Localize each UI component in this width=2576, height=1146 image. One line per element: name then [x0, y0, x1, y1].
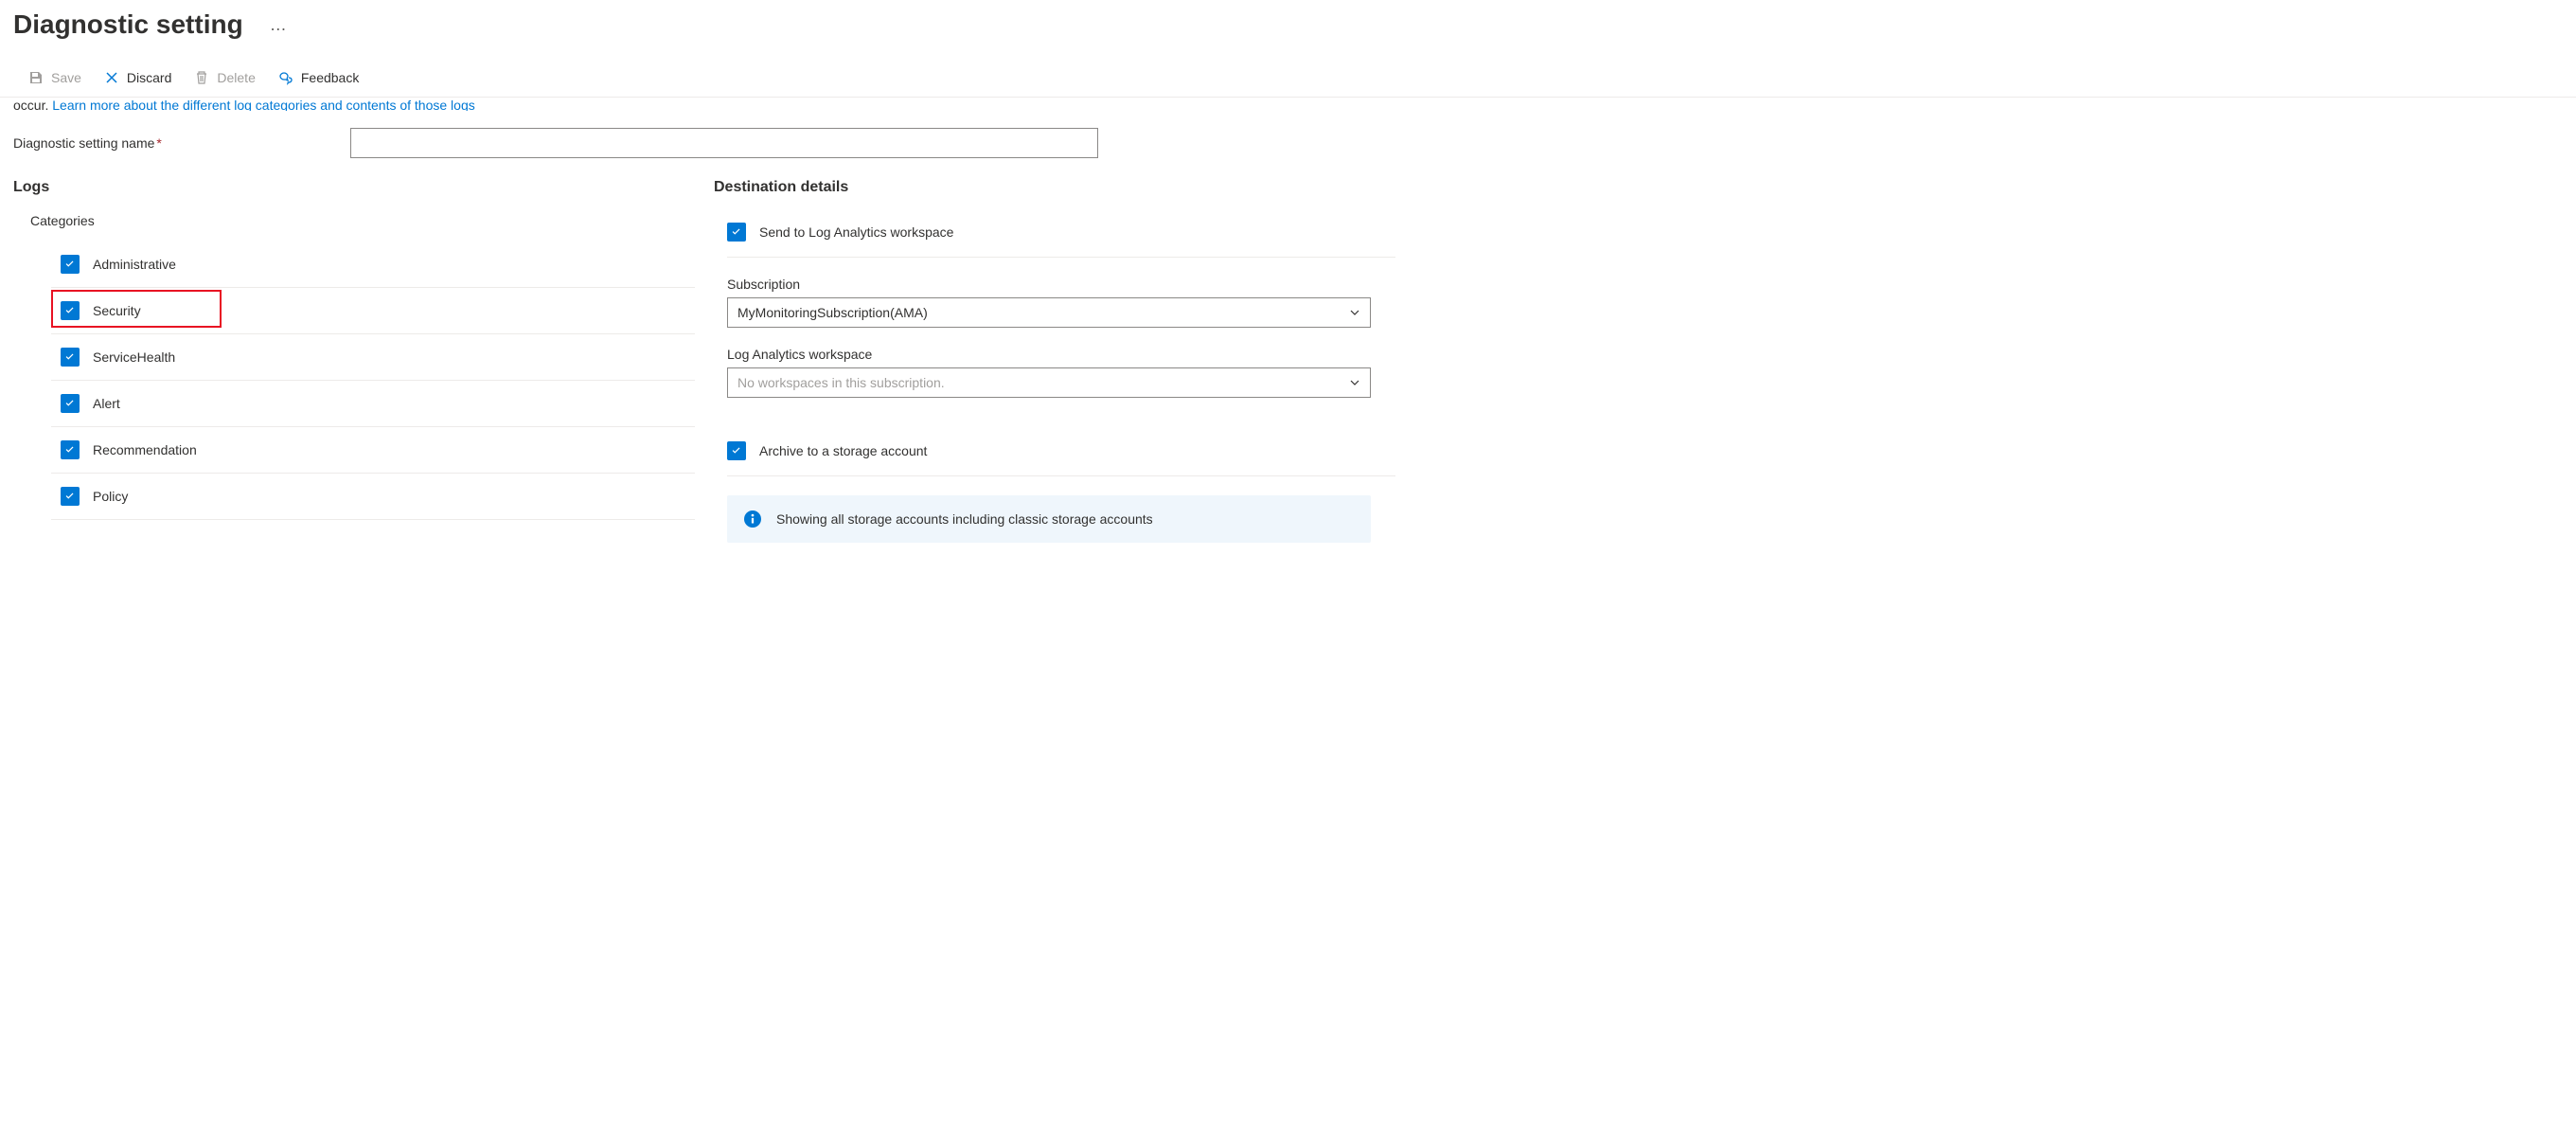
chevron-down-icon [1349, 377, 1360, 388]
archive-storage-checkbox[interactable] [727, 441, 746, 460]
category-item: ServiceHealth [51, 334, 695, 381]
category-item: Alert [51, 381, 695, 427]
page-title: Diagnostic setting [13, 9, 243, 40]
toolbar: Save Discard Delete Feedback [0, 59, 2576, 98]
intro-prefix: occur. [13, 98, 52, 111]
workspace-label: Log Analytics workspace [727, 347, 1395, 362]
category-checkbox[interactable] [61, 440, 80, 459]
subscription-dropdown[interactable]: MyMonitoringSubscription(AMA) [727, 297, 1371, 328]
feedback-button[interactable]: Feedback [269, 66, 368, 89]
category-item: Policy [51, 474, 695, 520]
category-checkbox[interactable] [61, 255, 80, 274]
send-log-analytics-checkbox[interactable] [727, 223, 746, 242]
delete-label: Delete [217, 70, 255, 85]
category-checkbox[interactable] [61, 487, 80, 506]
category-checkbox[interactable] [61, 394, 80, 413]
delete-button[interactable]: Delete [185, 66, 264, 89]
discard-label: Discard [127, 70, 171, 85]
category-label: Policy [93, 489, 128, 504]
category-item: Security [51, 288, 695, 334]
subscription-value: MyMonitoringSubscription(AMA) [737, 305, 928, 320]
category-label: Administrative [93, 257, 176, 272]
workspace-dropdown[interactable]: No workspaces in this subscription. [727, 367, 1371, 398]
setting-name-input[interactable] [350, 128, 1098, 158]
feedback-label: Feedback [301, 70, 359, 85]
archive-storage-label: Archive to a storage account [759, 443, 927, 458]
info-box: Showing all storage accounts including c… [727, 495, 1371, 543]
category-label: Recommendation [93, 442, 197, 457]
more-icon[interactable]: … [270, 15, 289, 35]
category-checkbox[interactable] [61, 348, 80, 367]
intro-link[interactable]: Learn more about the different log categ… [52, 98, 474, 111]
info-text: Showing all storage accounts including c… [776, 511, 1153, 527]
send-log-analytics-row: Send to Log Analytics workspace [727, 213, 1395, 258]
setting-name-label-text: Diagnostic setting name [13, 135, 154, 151]
archive-storage-row: Archive to a storage account [727, 432, 1395, 476]
page-header: Diagnostic setting … [0, 0, 2576, 59]
close-icon [104, 70, 119, 85]
category-item: Administrative [51, 242, 695, 288]
discard-button[interactable]: Discard [95, 66, 181, 89]
setting-name-label: Diagnostic setting name* [13, 135, 350, 151]
categories-label: Categories [30, 213, 695, 228]
save-icon [28, 70, 44, 85]
required-indicator: * [156, 135, 161, 151]
feedback-icon [278, 70, 293, 85]
destination-section-title: Destination details [714, 179, 1395, 196]
subscription-label: Subscription [727, 277, 1395, 292]
categories-list: Administrative Security ServiceHealth Alert… [13, 242, 695, 520]
category-label: Alert [93, 396, 120, 411]
save-label: Save [51, 70, 81, 85]
category-checkbox[interactable] [61, 301, 80, 320]
category-label: ServiceHealth [93, 349, 175, 365]
intro-text: occur. Learn more about the different lo… [13, 94, 2563, 111]
save-button[interactable]: Save [19, 66, 91, 89]
trash-icon [194, 70, 209, 85]
chevron-down-icon [1349, 307, 1360, 318]
workspace-placeholder: No workspaces in this subscription. [737, 375, 945, 390]
logs-section-title: Logs [13, 179, 695, 196]
category-item: Recommendation [51, 427, 695, 474]
category-label: Security [93, 303, 141, 318]
info-icon [744, 510, 761, 528]
send-log-analytics-label: Send to Log Analytics workspace [759, 224, 953, 240]
